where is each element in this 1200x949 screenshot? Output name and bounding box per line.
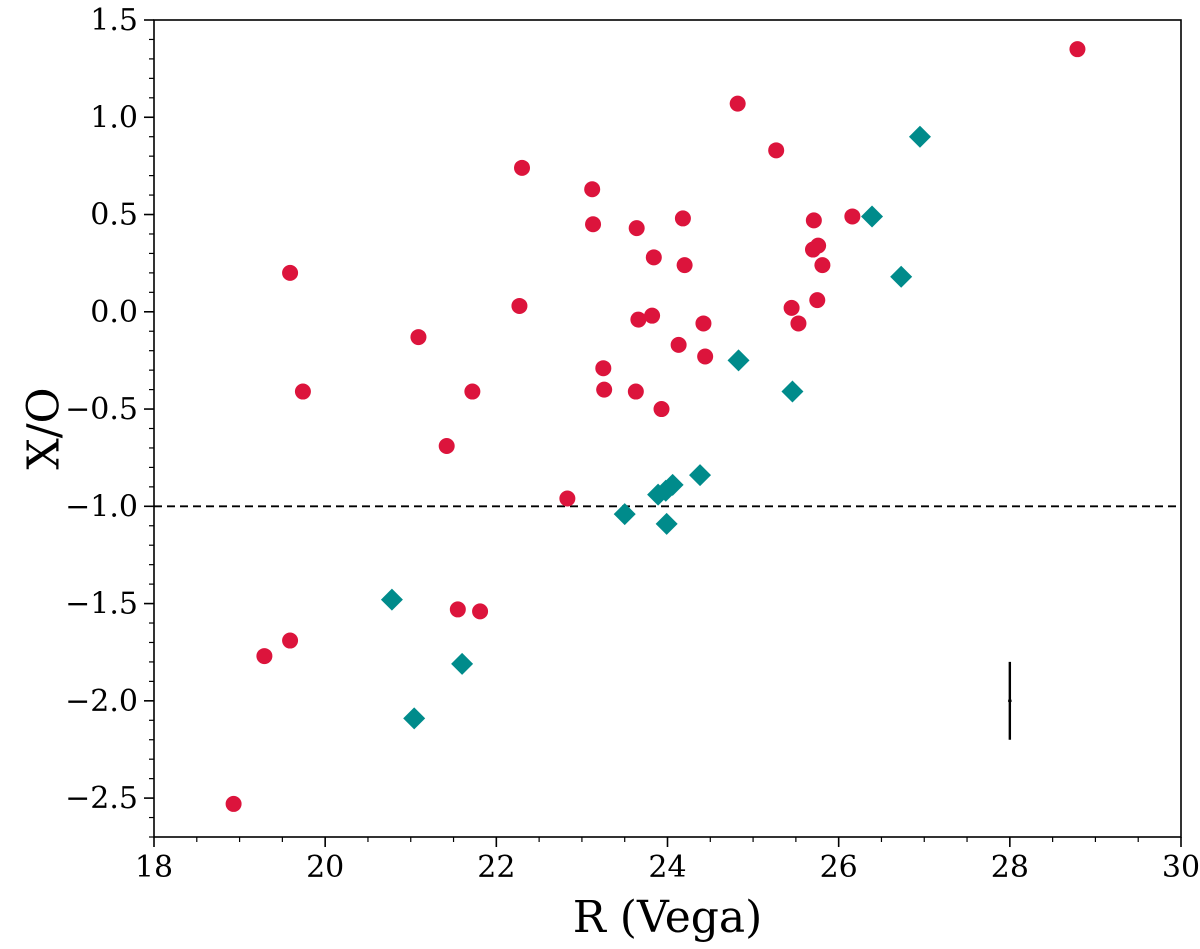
circle-point xyxy=(627,383,644,400)
diamond-point xyxy=(655,512,678,535)
circle-point xyxy=(644,307,661,324)
circle-point xyxy=(805,212,822,229)
circle-point xyxy=(256,648,273,665)
circle-point xyxy=(768,142,785,159)
diamond-point xyxy=(661,473,684,496)
circle-point xyxy=(511,297,528,314)
circle-point xyxy=(595,360,612,377)
circle-point xyxy=(814,257,831,274)
minor-ticks xyxy=(149,38,1139,842)
x-axis-title: R (Vega) xyxy=(573,892,763,943)
x-tick-label: 22 xyxy=(477,850,515,885)
circle-point xyxy=(674,210,691,227)
diamond-point xyxy=(380,588,403,611)
circle-point xyxy=(676,257,693,274)
diamond-point xyxy=(908,125,931,148)
y-tick-label: −1.0 xyxy=(65,489,138,524)
diamond-point xyxy=(403,707,426,730)
data-points xyxy=(225,41,1086,812)
circle-point xyxy=(645,249,662,266)
circle-point xyxy=(596,381,613,398)
circle-point xyxy=(559,490,576,507)
diamond-point xyxy=(861,205,884,228)
x-tick-label: 20 xyxy=(306,850,344,885)
circle-point xyxy=(282,264,299,281)
diamond-point xyxy=(613,503,636,526)
circle-point xyxy=(225,795,242,812)
y-axis-title: X/O xyxy=(19,387,70,469)
y-tick-label: −1.5 xyxy=(65,587,138,622)
y-tick-label: −0.5 xyxy=(65,392,138,427)
circle-point xyxy=(670,336,687,353)
y-tick-label: −2.5 xyxy=(65,781,138,816)
circle-point xyxy=(410,329,427,346)
circle-point xyxy=(628,220,645,237)
circle-point xyxy=(653,401,670,418)
y-tick-label: 1.0 xyxy=(90,100,138,135)
circle-point xyxy=(584,181,601,198)
plot-frame xyxy=(153,19,1182,838)
y-tick-label: 0.0 xyxy=(90,295,138,330)
circle-point xyxy=(783,299,800,316)
circle-point xyxy=(1069,41,1086,58)
diamond-point xyxy=(781,380,804,403)
diamond-point xyxy=(451,652,474,675)
circle-point xyxy=(810,237,827,254)
circle-point xyxy=(697,348,714,365)
circle-point xyxy=(585,216,602,233)
x-tick-label: 26 xyxy=(820,850,858,885)
circle-point xyxy=(844,208,861,225)
tick-labels: 18 20 22 24 26 28 30 −2.5 −2.0 −1.5 −1.0 −0.5 0.0 0.5… xyxy=(65,3,1200,885)
circle-point xyxy=(449,601,466,618)
y-tick-label: 0.5 xyxy=(90,198,138,233)
circle-point xyxy=(472,603,489,620)
x-tick-label: 18 xyxy=(135,850,173,885)
circle-point xyxy=(294,383,311,400)
circle-point xyxy=(729,95,746,112)
error-bar-group xyxy=(1008,661,1012,740)
circle-point xyxy=(464,383,481,400)
circle-point xyxy=(695,315,712,332)
diamond-point xyxy=(727,349,750,372)
y-tick-label: 1.5 xyxy=(90,3,138,38)
diamond-point xyxy=(689,464,712,487)
x-tick-label: 24 xyxy=(648,850,686,885)
circle-point xyxy=(514,159,531,176)
x-tick-label: 28 xyxy=(991,850,1029,885)
y-tick-label: −2.0 xyxy=(65,684,138,719)
circle-point xyxy=(282,632,299,649)
circle-point xyxy=(438,438,455,455)
circle-point xyxy=(790,315,807,332)
x-tick-label: 30 xyxy=(1162,850,1200,885)
diamond-point xyxy=(890,265,913,288)
circle-point xyxy=(630,311,647,328)
circle-point xyxy=(809,292,826,309)
major-ticks xyxy=(144,19,1182,847)
